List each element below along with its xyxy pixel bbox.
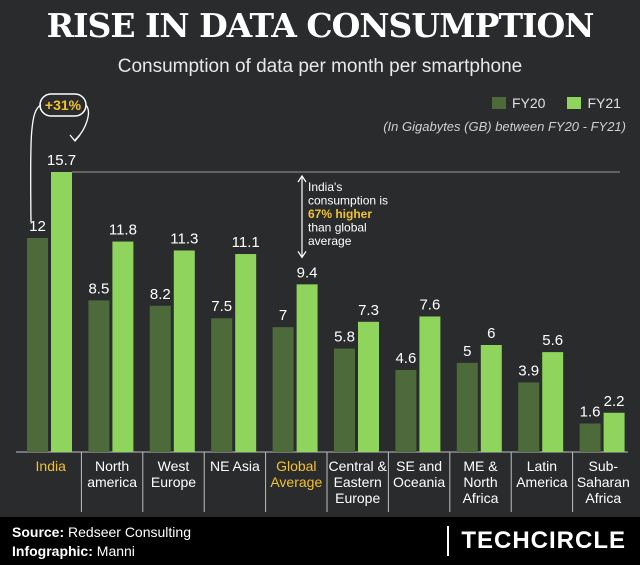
bar-fy21 (358, 321, 379, 452)
bar-fy20 (456, 362, 478, 452)
category-label: Average (270, 474, 322, 490)
value-label-fy20: 7 (279, 307, 287, 324)
growth-arrow-left (29, 104, 42, 223)
infographic-label: Infographic: (12, 543, 93, 559)
value-label-fy21: 9.4 (297, 264, 318, 281)
source-value: Redseer Consulting (68, 524, 191, 540)
source-line: Source: Redseer Consulting (12, 524, 191, 540)
india-note-line: consumption is (308, 194, 388, 208)
bar-fy21 (603, 412, 625, 452)
legend-swatch-fy21 (567, 97, 582, 109)
category-label: Saharan (577, 474, 630, 490)
category-label: Eastern (334, 474, 382, 490)
value-label-fy20: 1.6 (580, 403, 601, 420)
chart-title: RISE IN DATA CONSUMPTION (46, 6, 595, 45)
arrow-down-icon (297, 251, 307, 259)
bar-fy20 (579, 423, 601, 452)
bar-fy20 (334, 348, 355, 452)
bar-fy20 (395, 369, 417, 452)
category-label: america (87, 474, 137, 490)
value-label-fy21: 7.3 (358, 302, 379, 319)
bar-fy20 (272, 327, 294, 452)
infographic-line: Infographic: Manni (12, 543, 135, 559)
category-label: Africa (463, 490, 499, 506)
category-label: Oceania (393, 474, 445, 490)
category-label: North (463, 474, 497, 490)
bar-fy21 (480, 344, 502, 452)
india-note-line: than global (308, 221, 367, 235)
bar-fy21 (51, 172, 72, 452)
india-note-line: average (308, 234, 352, 248)
value-label-fy20: 7.5 (211, 298, 232, 315)
value-label-fy21: 5.6 (542, 332, 563, 349)
category-label: Europe (151, 474, 196, 490)
category-label: Central & (329, 458, 388, 474)
value-label-fy21: 11.1 (232, 234, 260, 251)
legend-label-fy21: FY21 (587, 95, 621, 111)
value-label-fy21: 6 (487, 325, 495, 342)
growth-label: +31% (45, 97, 82, 113)
category-label: Global (276, 458, 316, 474)
footer: Source: Redseer Consulting Infographic: … (0, 517, 640, 565)
bar-fy21 (112, 241, 134, 452)
bar-fy20 (211, 318, 233, 452)
category-label: North (95, 458, 129, 474)
infographic-value: Manni (96, 543, 135, 559)
bar-fy21 (419, 316, 441, 452)
bar-fy21 (542, 352, 564, 452)
bar-fy20 (88, 300, 110, 452)
value-label-fy21: 15.7 (47, 152, 76, 169)
india-note-line: 67% higher (308, 207, 372, 221)
value-label-fy21: 2.2 (604, 393, 625, 410)
bar-fy20 (149, 305, 171, 452)
bar-fy21 (173, 250, 195, 452)
value-label-fy21: 11.8 (109, 222, 137, 239)
category-label: America (516, 474, 568, 490)
value-label-fy21: 7.6 (419, 296, 440, 313)
category-label: ME & (463, 458, 498, 474)
category-label: India (36, 458, 67, 474)
value-label-fy21: 11.3 (170, 230, 198, 247)
source-label: Source: (12, 524, 65, 540)
category-label: Africa (585, 490, 621, 506)
bar-fy20 (27, 237, 48, 452)
value-label-fy20: 12 (29, 218, 46, 235)
brand-logo: TECHCIRCLE (447, 526, 626, 556)
chart-subtitle: Consumption of data per month per smartp… (117, 56, 523, 77)
value-label-fy20: 4.6 (395, 350, 416, 367)
value-label-fy20: 5.8 (334, 329, 355, 346)
value-label-fy20: 3.9 (518, 362, 539, 379)
category-label: NE Asia (210, 458, 260, 474)
legend-item-fy20: FY20 (492, 95, 545, 111)
category-label: Europe (335, 490, 380, 506)
arrow-head-icon (69, 134, 81, 143)
category-label: SE and (396, 458, 442, 474)
unit-note: (In Gigabytes (GB) between FY20 - FY21) (383, 119, 626, 134)
bar-fy21 (296, 284, 318, 452)
category-label: West (158, 458, 190, 474)
bar-chart: 1215.7India8.511.8Northamerica8.211.3Wes… (16, 93, 630, 512)
bar-fy20 (518, 382, 540, 452)
bar-fy21 (235, 254, 257, 452)
legend: FY20 FY21 (492, 95, 621, 111)
india-note-line: India's (308, 180, 342, 194)
legend-label-fy20: FY20 (512, 95, 546, 111)
legend-swatch-fy20 (492, 97, 506, 109)
category-label: Sub- (589, 458, 619, 474)
arrow-up-icon (297, 174, 307, 183)
category-label: Latin (527, 458, 557, 474)
value-label-fy20: 8.5 (88, 280, 109, 297)
legend-item-fy21: FY21 (567, 95, 621, 111)
value-label-fy20: 8.2 (150, 286, 171, 303)
value-label-fy20: 5 (463, 343, 471, 360)
